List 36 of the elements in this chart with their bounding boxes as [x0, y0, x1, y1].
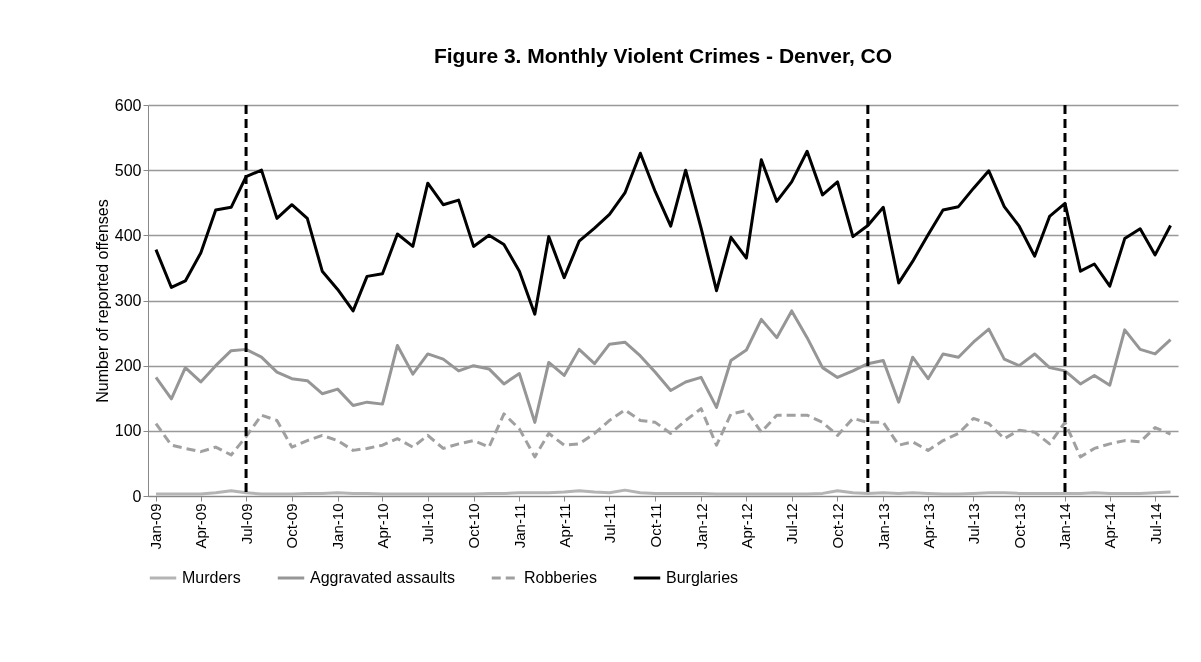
x-tick-label: Oct-12: [828, 503, 846, 549]
x-tick-label: Oct-11: [646, 503, 664, 548]
legend-label: Robberies: [524, 569, 597, 586]
x-tick-label: Jul-11: [600, 503, 618, 544]
x-tick-label: Apr-11: [555, 503, 573, 548]
y-axis-title: Number of reported offenses: [93, 199, 111, 403]
x-tick-label: Jul-13: [964, 503, 982, 545]
x-tick-label: Jan-13: [874, 503, 892, 550]
y-tick-label: 0: [132, 487, 142, 505]
y-tick-label: 400: [114, 226, 142, 244]
x-tick-label: Apr-13: [919, 503, 937, 549]
x-tick-label: Apr-10: [373, 503, 391, 549]
x-tick-label: Jul-09: [237, 503, 255, 545]
chart-title: Figure 3. Monthly Violent Crimes - Denver, CO: [433, 44, 893, 67]
x-tick-label: Jul-14: [1146, 503, 1164, 545]
legend-label: Murders: [182, 569, 241, 586]
y-tick-label: 600: [114, 96, 142, 114]
x-tick-label: Apr-12: [737, 503, 755, 549]
x-tick-label: Jan-11: [510, 503, 528, 549]
x-tick-label: Apr-09: [192, 503, 210, 549]
y-tick-label: 300: [114, 292, 142, 309]
y-tick-label: 200: [114, 357, 142, 375]
x-tick-label: Oct-09: [283, 503, 301, 549]
y-tick-label: 100: [114, 422, 142, 440]
x-tick-label: Jul-12: [783, 503, 801, 545]
y-tick-label: 500: [114, 161, 142, 179]
x-tick-label: Jan-12: [692, 503, 710, 550]
x-tick-label: Jan-14: [1056, 503, 1074, 550]
x-tick-label: Jan-10: [329, 503, 347, 550]
legend-label: Aggravated assaults: [310, 569, 455, 586]
x-tick-label: Jul-10: [419, 503, 437, 545]
x-tick-label: Jan-09: [147, 503, 165, 550]
x-tick-label: Oct-10: [465, 503, 483, 549]
legend-label: Burglaries: [666, 569, 739, 586]
x-tick-label: Apr-14: [1101, 503, 1119, 549]
x-tick-label: Oct-13: [1010, 503, 1028, 549]
